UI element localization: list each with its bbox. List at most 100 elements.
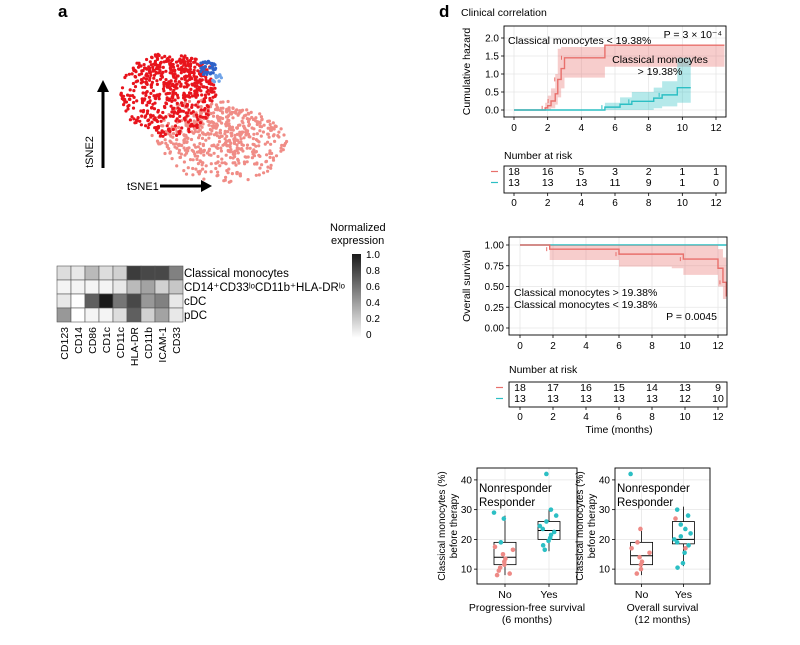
tsne-point-intermediate (191, 158, 195, 162)
tsne-point-classical (172, 106, 176, 110)
tsne-point-intermediate (245, 146, 249, 150)
tsne-point-pdc (219, 76, 223, 80)
tsne-point-intermediate (251, 137, 255, 141)
tsne-point-intermediate (257, 173, 261, 177)
tsne-point-pdc (217, 79, 221, 83)
tsne-point-intermediate (170, 157, 174, 161)
heatmap-cell (126, 293, 142, 309)
tsne-point-classical (165, 96, 169, 100)
tsne-point-intermediate (224, 153, 228, 157)
cumulative-hazard-plot: 0 2 4 6 8 10 12 0.0 0.5 1.0 1.5 2.0 Cumulative hazar… (461, 25, 727, 134)
tsne-ylabel: tSNE2 (84, 136, 96, 168)
tsne-point-classical (139, 109, 143, 113)
tsne-point-intermediate (228, 111, 232, 116)
tsne-point-intermediate (194, 167, 198, 171)
tsne-point-intermediate (215, 134, 219, 138)
x-tick-label: No (498, 589, 512, 601)
tsne-point-classical (148, 76, 152, 80)
tsne-point-classical (192, 60, 196, 64)
tsne-point-intermediate (235, 143, 239, 147)
tsne-point-intermediate (243, 162, 247, 166)
tsne-point-classical (154, 128, 159, 132)
tsne-point-classical (187, 127, 191, 131)
tsne-point-classical (145, 111, 149, 115)
clinical-title: Clinical correlation (461, 7, 547, 19)
tsne-point-intermediate (212, 133, 217, 137)
tsne-point-intermediate (236, 151, 240, 155)
tsne-point-intermediate (207, 147, 212, 151)
data-point (629, 546, 634, 551)
tsne-point-cdc (199, 66, 203, 70)
tsne-point-intermediate (201, 167, 205, 171)
legend-title-line1: Normalized (330, 222, 386, 234)
heatmap-row-label: Classical monocytes (184, 268, 289, 280)
tsne-point-intermediate (182, 169, 186, 173)
tsne-point-intermediate (212, 121, 216, 125)
tsne-point-classical (150, 56, 154, 60)
tsne-point-classical (177, 67, 181, 71)
tsne-point-classical (128, 88, 132, 92)
data-point (492, 544, 498, 550)
tsne-point-intermediate (235, 148, 239, 153)
tsne-point-cdc (208, 66, 212, 70)
tsne-point-classical (175, 133, 179, 137)
tsne-point-classical (146, 74, 150, 78)
tsne-point-classical (159, 119, 163, 123)
tsne-point-classical (145, 67, 149, 71)
risk-count: 13 (679, 382, 691, 394)
x-tick-label: Yes (675, 589, 692, 601)
tsne-point-classical (182, 85, 186, 89)
heatmap-cell (168, 293, 184, 309)
risk-count: 13 (613, 393, 625, 405)
tsne-point-classical (173, 79, 177, 83)
tsne-point-classical (145, 103, 149, 107)
tsne-point-classical (148, 66, 152, 70)
tsne-point-classical (160, 56, 164, 60)
tsne-point-intermediate (268, 155, 272, 159)
tsne-point-intermediate (244, 113, 248, 117)
tsne-point-intermediate (216, 170, 220, 174)
tsne-axes: tSNE1 tSNE2 (84, 80, 212, 193)
tsne-point-intermediate (235, 170, 239, 175)
tsne-point-classical (171, 74, 176, 78)
tsne-point-classical (161, 70, 165, 74)
tsne-point-intermediate (221, 100, 225, 104)
heatmap-row-label: pDC (184, 310, 207, 322)
series-label: > 19.38% (638, 66, 683, 78)
tsne-point-classical (146, 109, 150, 113)
tsne-point-classical (173, 98, 177, 102)
x-axis-label: Time (months) (585, 424, 652, 436)
y-tick-label: 1.0 (485, 70, 499, 81)
tsne-point-intermediate (210, 102, 214, 106)
tsne-point-intermediate (279, 127, 283, 131)
tsne-point-intermediate (277, 130, 281, 134)
tsne-point-classical (131, 106, 136, 110)
tsne-point-classical (181, 103, 185, 108)
risk-x-tick-label: 12 (710, 198, 722, 209)
tsne-point-intermediate (258, 129, 262, 133)
tsne-point-intermediate (168, 151, 172, 155)
tsne-point-cdc (209, 71, 213, 75)
tsne-point-intermediate (225, 143, 229, 148)
tsne-point-intermediate (167, 147, 171, 151)
tsne-xlabel: tSNE1 (127, 181, 159, 193)
tsne-point-intermediate (249, 110, 253, 114)
y-tick-label: 10 (599, 565, 611, 576)
risk-count: 18 (508, 166, 520, 178)
data-point (686, 543, 691, 548)
legend-tick-label: 0 (366, 330, 372, 341)
tsne-point-cdc (203, 64, 207, 69)
tsne-point-intermediate (226, 118, 230, 122)
tsne-point-intermediate (164, 141, 168, 145)
tsne-point-classical (119, 91, 123, 95)
tsne-point-intermediate (234, 163, 238, 167)
tsne-point-classical (183, 67, 187, 71)
heatmap-cell (98, 265, 114, 281)
tsne-point-classical (160, 75, 164, 79)
tsne-point-intermediate (184, 151, 189, 155)
tsne-point-classical (209, 89, 213, 94)
tsne-point-intermediate (195, 150, 200, 154)
tsne-point-classical (180, 77, 184, 81)
tsne-point-intermediate (192, 114, 196, 118)
tsne-point-intermediate (199, 149, 203, 153)
